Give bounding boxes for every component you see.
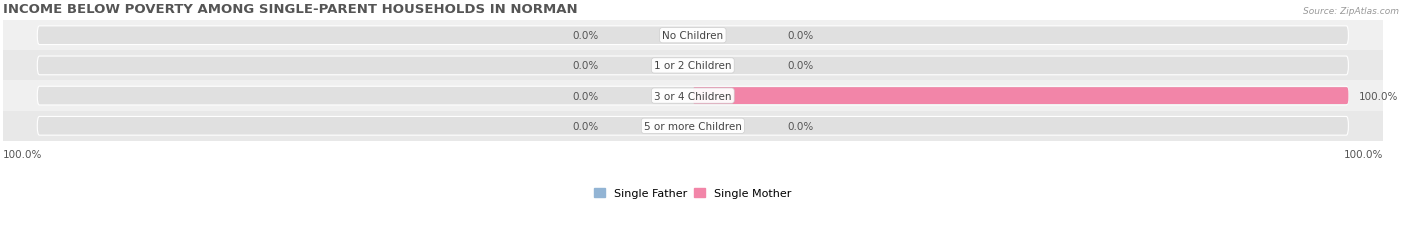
Text: INCOME BELOW POVERTY AMONG SINGLE-PARENT HOUSEHOLDS IN NORMAN: INCOME BELOW POVERTY AMONG SINGLE-PARENT… <box>3 3 578 16</box>
FancyBboxPatch shape <box>38 27 1348 45</box>
Text: 1 or 2 Children: 1 or 2 Children <box>654 61 731 71</box>
Text: 0.0%: 0.0% <box>787 121 813 131</box>
Text: 100.0%: 100.0% <box>1358 91 1398 101</box>
Text: 0.0%: 0.0% <box>787 61 813 71</box>
Text: 3 or 4 Children: 3 or 4 Children <box>654 91 731 101</box>
Text: 0.0%: 0.0% <box>572 91 599 101</box>
Text: 100.0%: 100.0% <box>1344 150 1384 160</box>
FancyBboxPatch shape <box>38 87 1348 106</box>
Text: 100.0%: 100.0% <box>3 150 42 160</box>
Text: 0.0%: 0.0% <box>572 61 599 71</box>
FancyBboxPatch shape <box>693 88 1348 105</box>
Bar <box>3 111 1384 141</box>
Bar <box>3 21 1384 51</box>
Text: 0.0%: 0.0% <box>787 31 813 41</box>
Text: 0.0%: 0.0% <box>572 121 599 131</box>
Text: 0.0%: 0.0% <box>572 31 599 41</box>
Text: Source: ZipAtlas.com: Source: ZipAtlas.com <box>1303 7 1399 16</box>
Text: No Children: No Children <box>662 31 724 41</box>
FancyBboxPatch shape <box>38 117 1348 136</box>
Bar <box>3 51 1384 81</box>
Bar <box>3 81 1384 111</box>
Text: 5 or more Children: 5 or more Children <box>644 121 742 131</box>
FancyBboxPatch shape <box>38 57 1348 76</box>
Legend: Single Father, Single Mother: Single Father, Single Mother <box>595 188 792 198</box>
